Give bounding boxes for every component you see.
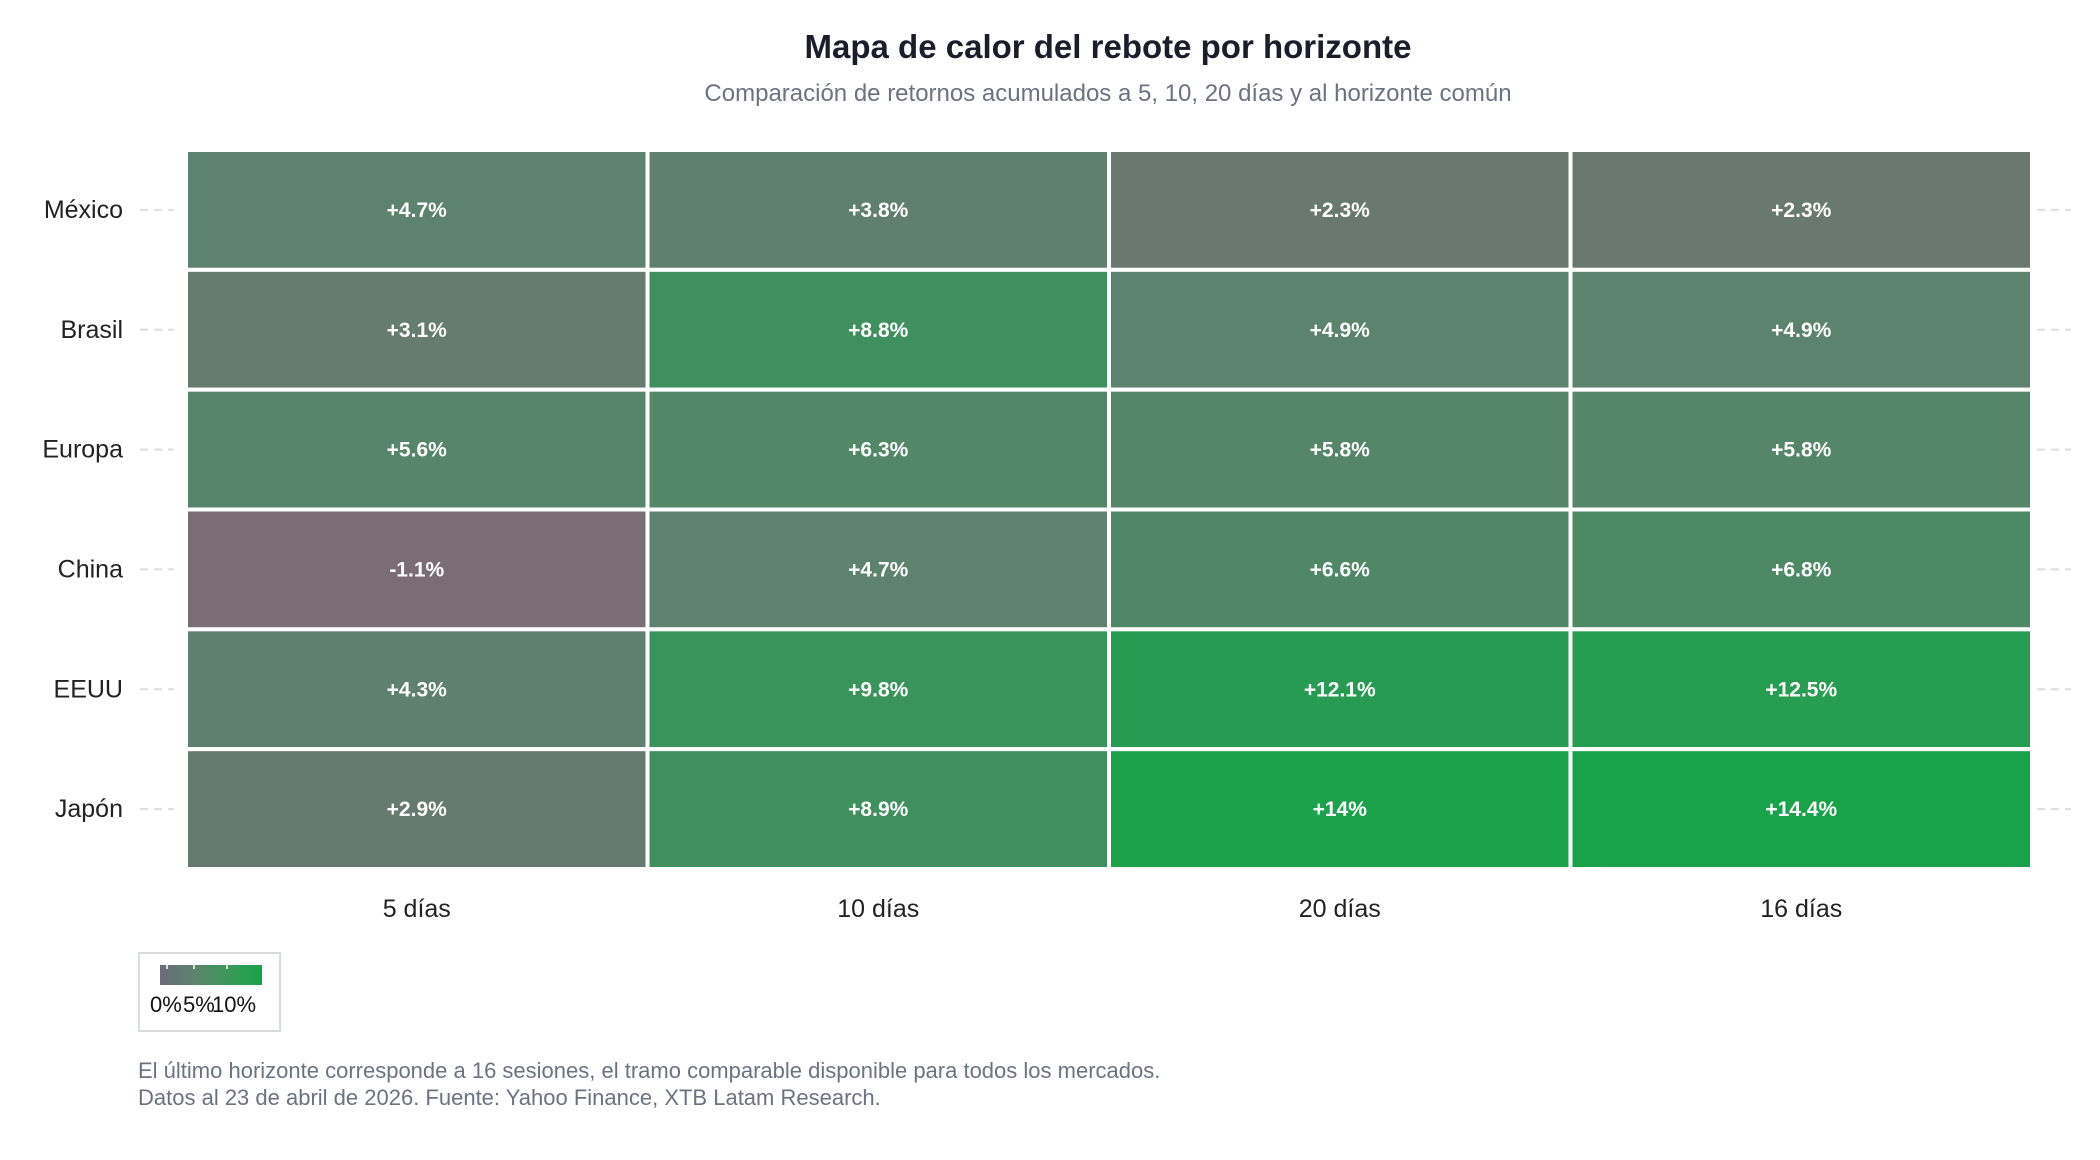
cell-label: +5.6% [387,439,447,462]
heatmap-cell [1107,507,1573,632]
cell-label: +12.1% [1304,678,1376,701]
cell-label: +3.8% [848,199,908,222]
heatmap-cell [645,747,1111,872]
column-label: 20 días [1299,895,1381,923]
cell-label: +8.9% [848,798,908,821]
heatmap-cell [1107,747,1573,872]
heatmap-cell [184,148,650,272]
heatmap-cell [645,627,1111,752]
row-label: Brasil [60,316,123,344]
heatmap-cell [184,387,650,512]
cell-label: +6.8% [1771,558,1831,581]
heatmap: México +4.7% +3.8% +2.3% +2.3% Brasil +3.1% +8.… [42,148,2071,923]
cell-label: +4.7% [387,199,447,222]
chart-title: Mapa de calor del rebote por horizonte [804,28,1412,65]
cell-label: +6.3% [848,439,908,462]
row-label: México [44,196,123,224]
cell-label: +2.3% [1310,199,1370,222]
cell-label: +12.5% [1765,678,1837,701]
column-label: 10 días [837,895,919,923]
heatmap-cell [1107,387,1573,512]
cell-label: +4.3% [387,678,447,701]
column-label: 16 días [1760,895,1842,923]
legend-gradient-bar [160,965,262,985]
cell-label: +8.8% [848,319,908,342]
color-legend: 0% 5% 10% [138,952,281,1032]
cell-label: +5.8% [1310,439,1370,462]
row-label: Japón [55,795,123,823]
column-label: 5 días [383,895,451,923]
heatmap-cell [1568,627,2034,752]
cell-label: -1.1% [389,558,444,581]
row-label: Europa [42,436,123,464]
cell-label: +9.8% [848,678,908,701]
footnote-1: El último horizonte corresponde a 16 ses… [138,1058,1161,1083]
cell-label: +14.4% [1765,798,1837,821]
heatmap-cell [1568,387,2034,512]
cell-label: +4.7% [848,558,908,581]
legend-tick [166,965,168,969]
cell-label: +2.3% [1771,199,1831,222]
chart-subtitle: Comparación de retornos acumulados a 5, … [704,80,1512,107]
cell-label: +14% [1313,798,1368,821]
cell-label: +4.9% [1771,319,1831,342]
cell-label: +6.6% [1310,558,1370,581]
heatmap-cell [184,747,650,872]
heatmap-cell [184,267,650,392]
row-label: EEUU [54,675,123,703]
heatmap-cell [1568,148,2034,272]
cell-label: +4.9% [1310,319,1370,342]
row-label: China [58,555,123,583]
heatmap-cell [1568,507,2034,632]
heatmap-cell [645,387,1111,512]
heatmap-cell [1568,747,2034,872]
legend-label-5: 5% [183,992,215,1017]
cell-label: +5.8% [1771,439,1831,462]
legend-label-0: 0% [150,992,182,1017]
cell-label: +3.1% [387,319,447,342]
cell-label: +2.9% [387,798,447,821]
heatmap-cell [1107,267,1573,392]
legend-tick [226,965,228,969]
legend-tick [193,965,195,969]
footnote-2: Datos al 23 de abril de 2026. Fuente: Ya… [138,1085,881,1110]
legend-label-10: 10% [212,992,257,1017]
heatmap-cell [1107,627,1573,752]
heatmap-cell [645,267,1111,392]
